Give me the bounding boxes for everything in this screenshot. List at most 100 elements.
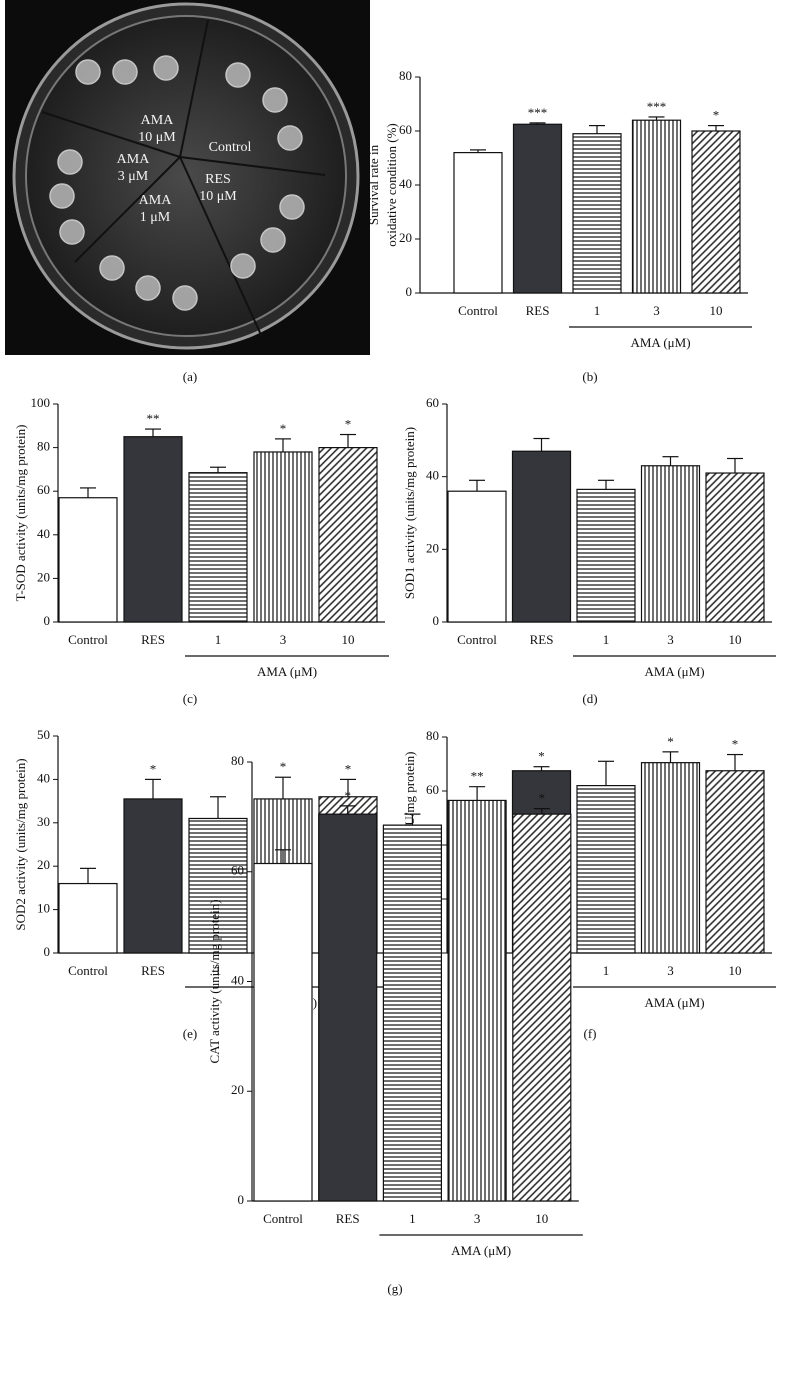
y-tick-label: 20 [399, 230, 412, 245]
plate-label: AMA [139, 193, 173, 208]
y-tick-label: 80 [231, 753, 244, 768]
y-tick-label: 20 [37, 857, 50, 872]
bar [253, 451, 313, 623]
colony-spot [225, 62, 251, 88]
panel-caption: (a) [183, 369, 197, 384]
y-tick-label: 10 [37, 901, 50, 916]
y-tick-label: 20 [426, 540, 439, 555]
x-tick-label: 1 [215, 963, 222, 978]
colony-spot [260, 227, 286, 253]
x-tick-label: 1 [603, 963, 610, 978]
y-tick-label: 0 [44, 944, 51, 959]
colony-spot [262, 87, 288, 113]
bar [453, 152, 503, 294]
bar [512, 123, 563, 294]
divider [179, 19, 209, 158]
x-tick-label: Control [263, 1211, 303, 1226]
x-tick-label: RES [336, 1211, 360, 1226]
y-tick-label: 60 [399, 122, 412, 137]
plate-label: Control [209, 140, 252, 155]
x-tick-label: 10 [729, 963, 742, 978]
y-axis-label: SOD2 activity (units/mg protein) [13, 758, 28, 930]
bar [705, 472, 765, 623]
y-tick-label: 40 [426, 468, 439, 483]
colony-spot [99, 255, 125, 281]
significance: *** [528, 105, 548, 120]
y-tick-label: 40 [231, 972, 244, 987]
significance: * [345, 761, 352, 776]
group-label: AMA (μM) [451, 1243, 511, 1258]
significance: * [280, 759, 287, 774]
x-tick-label: 1 [215, 632, 222, 647]
y-tick-label: 0 [433, 613, 440, 628]
group-label: AMA (μM) [644, 664, 704, 679]
x-tick-label: Control [458, 303, 498, 318]
significance: * [280, 421, 287, 436]
bar [382, 824, 442, 1202]
colony-spot [172, 285, 198, 311]
y-tick-label: 30 [37, 814, 50, 829]
bar [58, 882, 118, 954]
significance: * [345, 417, 352, 432]
y-tick-label: 0 [406, 284, 413, 299]
x-tick-label: RES [141, 632, 165, 647]
bar [640, 465, 701, 623]
colony-spot [279, 194, 305, 220]
bar [447, 490, 507, 623]
panel-caption: (e) [183, 1026, 197, 1041]
colony-spot [49, 183, 75, 209]
bar [640, 762, 701, 954]
x-tick-label: 3 [280, 632, 287, 647]
y-tick-label: 20 [37, 569, 50, 584]
x-tick-label: RES [141, 963, 165, 978]
bar [58, 497, 118, 623]
y-axis-label: oxidative condition (%) [384, 123, 399, 246]
plate-label: 3 μM [118, 169, 149, 184]
y-axis-label: CAT activity (units/mg protein) [207, 899, 222, 1063]
plate-label: RES [205, 172, 231, 187]
bar [188, 472, 248, 623]
x-tick-label: 10 [729, 632, 742, 647]
y-axis-label: Survival rate in [366, 144, 381, 225]
significance: * [667, 734, 674, 749]
bar [123, 436, 183, 623]
x-tick-label: 10 [710, 303, 723, 318]
significance: ** [471, 769, 484, 784]
colony-spot [153, 55, 179, 81]
y-tick-label: 20 [231, 1082, 244, 1097]
divider [41, 111, 181, 158]
panel-caption: (b) [582, 369, 597, 384]
y-tick-label: 50 [37, 727, 50, 742]
colony-spot [59, 219, 85, 245]
x-tick-label: Control [68, 963, 108, 978]
bar [318, 447, 378, 623]
group-label: AMA (μM) [630, 335, 690, 350]
x-tick-label: 3 [653, 303, 660, 318]
bar [572, 133, 622, 294]
bar [188, 817, 248, 954]
colony-spot [112, 59, 138, 85]
plate-label: 10 μM [199, 189, 237, 204]
x-tick-label: Control [68, 632, 108, 647]
divider [179, 156, 263, 338]
significance: * [713, 108, 720, 123]
plate-label: 1 μM [140, 210, 171, 225]
x-tick-label: RES [530, 632, 554, 647]
panel-caption: (d) [582, 691, 597, 706]
colony-spot [75, 59, 101, 85]
significance: *** [647, 99, 667, 114]
bar [253, 862, 313, 1202]
colony-spot [57, 149, 83, 175]
colony-spot [277, 125, 303, 151]
bar [576, 784, 636, 954]
x-tick-label: 3 [474, 1211, 481, 1226]
y-tick-label: 60 [37, 482, 50, 497]
bar [318, 813, 378, 1202]
x-tick-label: 10 [535, 1211, 548, 1226]
x-tick-label: 3 [667, 632, 674, 647]
x-tick-label: Control [457, 632, 497, 647]
y-tick-label: 100 [31, 395, 51, 410]
panel-caption: (c) [183, 691, 197, 706]
y-axis-label: T-SOD activity (units/mg protein) [13, 425, 28, 602]
